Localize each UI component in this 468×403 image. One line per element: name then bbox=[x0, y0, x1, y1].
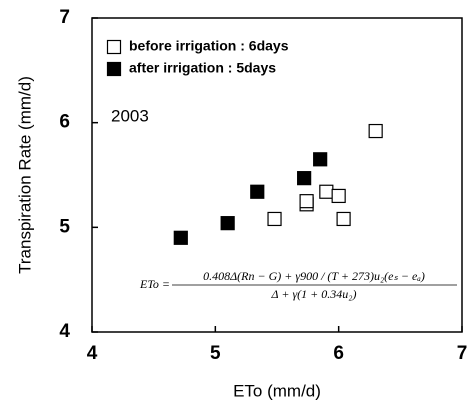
point bbox=[319, 184, 334, 199]
point bbox=[331, 188, 346, 204]
plot-frame bbox=[91, 17, 463, 333]
legend-label: after irrigation : 5days bbox=[129, 60, 276, 76]
point bbox=[297, 171, 312, 186]
point bbox=[299, 194, 314, 209]
point bbox=[368, 123, 383, 139]
point bbox=[267, 211, 282, 227]
x-axis-label: ETo (mm/d) bbox=[233, 381, 321, 400]
y-axis-label: Transpiration Rate (mm/d) bbox=[15, 76, 34, 274]
point bbox=[220, 216, 235, 231]
x-tick-label: 5 bbox=[210, 343, 221, 364]
legend-label: before irrigation : 6days bbox=[129, 38, 289, 54]
x-tick-label: 7 bbox=[457, 343, 468, 364]
legend-marker bbox=[106, 39, 122, 55]
formula-denominator: Δ + γ(1 + 0.34u₂) bbox=[271, 287, 357, 301]
formula-numerator: 0.408Δ(Rn − G) + γ900 / (T + 273)u₂(eₛ −… bbox=[203, 269, 425, 283]
y-tick-label: 7 bbox=[59, 7, 70, 28]
annotation: 2003 bbox=[111, 106, 149, 125]
y-tick-label: 4 bbox=[59, 321, 70, 342]
y-tick-label: 6 bbox=[59, 112, 70, 133]
formula-lhs: ETo = bbox=[139, 277, 170, 291]
point bbox=[173, 230, 188, 245]
legend-marker bbox=[106, 61, 122, 77]
y-tick-label: 5 bbox=[59, 216, 70, 237]
x-tick-label: 4 bbox=[87, 343, 98, 364]
point bbox=[336, 211, 351, 227]
point bbox=[250, 184, 265, 199]
point bbox=[313, 152, 328, 167]
x-tick-label: 6 bbox=[333, 343, 344, 364]
